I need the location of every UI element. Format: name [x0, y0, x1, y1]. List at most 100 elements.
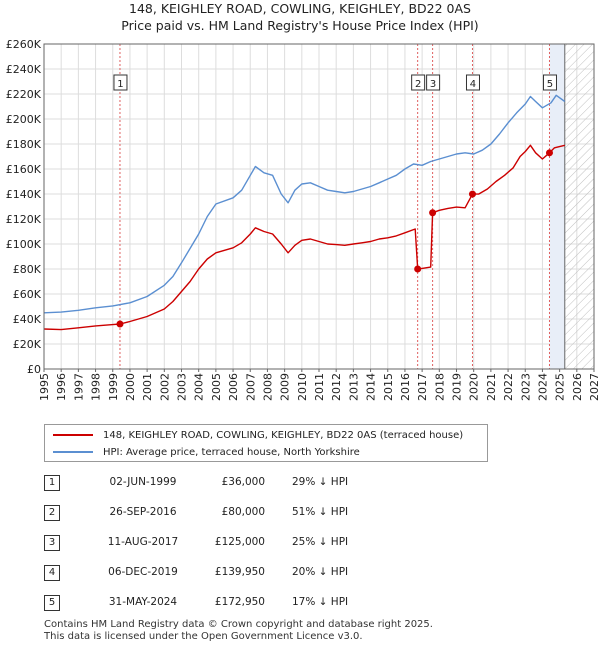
x-tick-label: 2026	[571, 373, 584, 401]
transaction-row: 3 11-AUG-2017 £125,000 25% ↓ HPI	[44, 535, 464, 553]
x-tick-label: 2022	[502, 373, 515, 401]
x-tick-label: 2019	[451, 373, 464, 401]
sale-marker-label: 4	[470, 79, 476, 90]
sale-marker-label: 3	[430, 79, 436, 90]
y-tick-label: £40K	[13, 313, 42, 326]
transaction-row: 5 31-MAY-2024 £172,950 17% ↓ HPI	[44, 595, 464, 613]
y-tick-label: £20K	[13, 338, 42, 351]
chart-title-line-1: 148, KEIGHLEY ROAD, COWLING, KEIGHLEY, B…	[129, 1, 471, 16]
transaction-hpi-diff: 17% ↓ HPI	[292, 596, 349, 608]
x-tick-label: 2009	[279, 373, 292, 401]
sale-point	[545, 149, 553, 157]
transaction-date: 26-SEP-2016	[109, 506, 177, 518]
x-tick-label: 1995	[38, 373, 51, 401]
transaction-price: £139,950	[214, 566, 265, 578]
transaction-price: £172,950	[214, 596, 265, 608]
transaction-date: 02-JUN-1999	[109, 476, 177, 488]
transaction-number: 2	[44, 505, 60, 521]
attribution-footer: Contains HM Land Registry data © Crown c…	[44, 619, 433, 643]
transaction-row: 4 06-DEC-2019 £139,950 20% ↓ HPI	[44, 565, 464, 583]
x-tick-label: 2017	[416, 373, 429, 401]
transaction-price: £80,000	[221, 506, 265, 518]
transaction-row: 1 02-JUN-1999 £36,000 29% ↓ HPI	[44, 475, 464, 493]
y-tick-label: £200K	[6, 113, 42, 126]
x-tick-label: 2002	[158, 373, 171, 401]
legend-label-price: 148, KEIGHLEY ROAD, COWLING, KEIGHLEY, B…	[103, 429, 464, 441]
x-tick-label: 2012	[330, 373, 343, 401]
legend-item-price: 148, KEIGHLEY ROAD, COWLING, KEIGHLEY, B…	[53, 427, 463, 443]
y-tick-label: £60K	[13, 288, 42, 301]
x-tick-label: 2005	[210, 373, 223, 401]
x-tick-label: 2010	[296, 373, 309, 401]
y-tick-label: £260K	[6, 38, 42, 51]
sale-point	[429, 209, 437, 217]
legend-swatch-price	[53, 434, 93, 436]
x-tick-label: 2007	[244, 373, 257, 401]
legend-swatch-hpi	[53, 451, 93, 453]
transaction-number: 1	[44, 475, 60, 491]
x-tick-label: 2025	[554, 373, 567, 401]
attribution-line-1: Contains HM Land Registry data © Crown c…	[44, 619, 433, 630]
sale-marker-label: 5	[547, 79, 553, 90]
legend-item-hpi: HPI: Average price, terraced house, Nort…	[53, 444, 360, 460]
x-tick-label: 1997	[72, 373, 85, 401]
x-tick-label: 2011	[313, 373, 326, 401]
x-tick-label: 2023	[519, 373, 532, 401]
hpi-series-line	[43, 94, 566, 314]
transaction-number: 3	[44, 535, 60, 551]
transaction-hpi-diff: 20% ↓ HPI	[292, 566, 349, 578]
attribution-line-2: This data is licensed under the Open Gov…	[44, 631, 363, 642]
x-tick-label: 2001	[141, 373, 154, 401]
x-tick-label: 2018	[433, 373, 446, 401]
projection-hatch-area	[564, 44, 594, 369]
transaction-date: 31-MAY-2024	[108, 596, 178, 608]
x-tick-label: 2021	[485, 373, 498, 401]
x-tick-label: 2027	[588, 373, 600, 401]
transaction-number: 4	[44, 565, 60, 581]
sale-marker-label-box	[426, 74, 441, 91]
x-tick-label: 2003	[176, 373, 189, 401]
transaction-hpi-diff: 29% ↓ HPI	[292, 476, 349, 488]
sale-point	[414, 265, 422, 273]
x-tick-label: 2015	[382, 373, 395, 401]
transaction-number: 5	[44, 595, 60, 611]
y-tick-label: £100K	[6, 238, 42, 251]
sale-marker-label: 1	[117, 79, 123, 90]
sale-marker-label-box	[113, 74, 128, 91]
y-tick-label: £160K	[6, 163, 42, 176]
sale-point	[116, 320, 124, 328]
y-tick-label: £240K	[6, 63, 42, 76]
y-tick-label: £180K	[6, 138, 42, 151]
x-tick-label: 2004	[193, 373, 206, 401]
x-tick-label: 2013	[347, 373, 360, 401]
x-tick-label: 2016	[399, 373, 412, 401]
chart-legend: 148, KEIGHLEY ROAD, COWLING, KEIGHLEY, B…	[44, 424, 488, 462]
price-series-line	[43, 144, 565, 331]
x-tick-label: 2006	[227, 373, 240, 401]
sale-marker-label-box	[465, 74, 480, 91]
y-tick-label: £120K	[6, 213, 42, 226]
sale-marker-label-box	[542, 74, 557, 91]
y-tick-label: £0	[27, 363, 41, 376]
x-tick-label: 2008	[261, 373, 274, 401]
transaction-price: £125,000	[214, 536, 265, 548]
x-tick-label: 2024	[536, 373, 549, 401]
transaction-price: £36,000	[221, 476, 265, 488]
x-tick-label: 2014	[365, 373, 378, 401]
transaction-date: 06-DEC-2019	[108, 566, 178, 578]
y-tick-label: £80K	[13, 263, 42, 276]
transaction-hpi-diff: 25% ↓ HPI	[292, 536, 349, 548]
transaction-hpi-diff: 51% ↓ HPI	[292, 506, 349, 518]
sale-marker-label: 2	[415, 79, 421, 90]
x-tick-label: 2000	[124, 373, 137, 401]
transaction-date: 11-AUG-2017	[107, 536, 179, 548]
x-tick-label: 1999	[107, 373, 120, 401]
y-tick-label: £140K	[6, 188, 42, 201]
sale-marker-label-box	[411, 74, 426, 91]
x-tick-label: 1996	[55, 373, 68, 401]
x-tick-label: 1998	[90, 373, 103, 401]
sale-point	[468, 190, 476, 198]
legend-label-hpi: HPI: Average price, terraced house, Nort…	[103, 446, 360, 458]
recent-sale-band	[549, 44, 565, 369]
